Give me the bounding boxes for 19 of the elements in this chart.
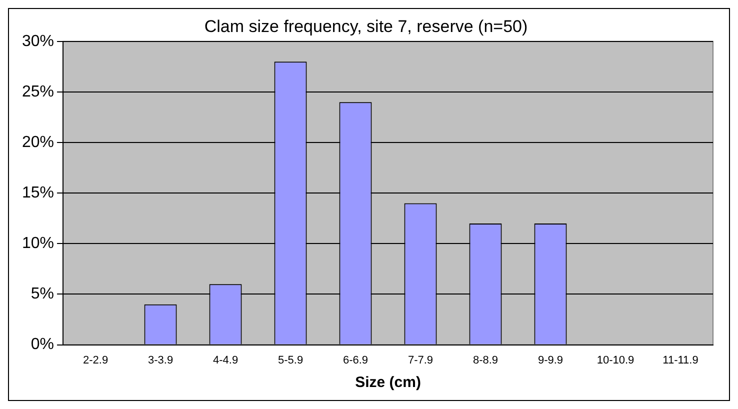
x-tick-label: 10-10.9	[596, 354, 634, 366]
y-tick-label: 10%	[22, 235, 54, 252]
y-tick-label: 30%	[22, 32, 54, 50]
y-tick-label: 15%	[22, 184, 54, 202]
x-tick-label: 8-8.9	[472, 354, 498, 366]
x-tick-label: 2-2.9	[82, 354, 108, 366]
x-tick-label: 4-4.9	[212, 354, 238, 366]
chart-title: Clam size frequency, site 7, reserve (n=50)	[204, 16, 528, 36]
x-tick-label: 3-3.9	[148, 354, 174, 366]
y-tick-label: 5%	[30, 286, 54, 303]
y-tick-label: 25%	[22, 83, 54, 100]
x-tick-label: 6-6.9	[342, 354, 368, 366]
x-tick-label: 5-5.9	[278, 354, 304, 366]
x-tick-label: 7-7.9	[408, 354, 434, 366]
y-tick-label: 20%	[22, 134, 54, 151]
y-tick-label: 0%	[30, 336, 54, 354]
x-tick-label: 11-11.9	[662, 354, 698, 366]
x-axis-title: Size (cm)	[355, 374, 421, 392]
x-tick-label: 9-9.9	[538, 354, 564, 366]
